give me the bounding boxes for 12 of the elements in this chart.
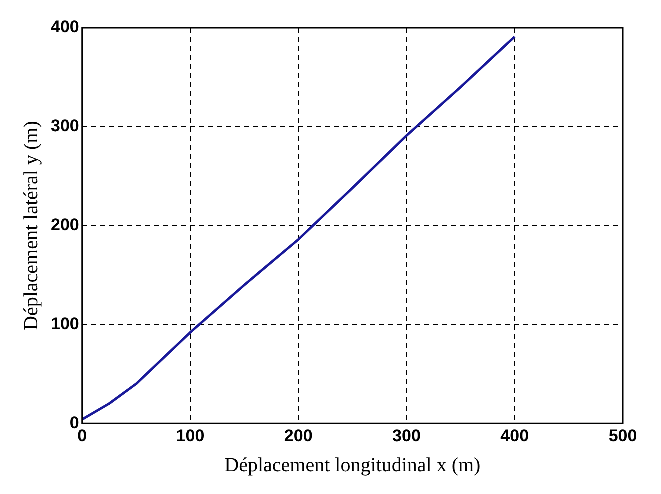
x-tick-label: 100 (176, 426, 205, 446)
x-tick-label: 200 (284, 426, 313, 446)
x-axis-title: Déplacement longitudinal x (m) (224, 454, 481, 476)
y-tick-label: 0 (70, 413, 80, 432)
y-tick-label: 300 (50, 116, 80, 136)
x-tick-label: 400 (500, 426, 530, 446)
y-tick-label: 200 (50, 215, 80, 234)
y-tick-label: 400 (50, 18, 80, 37)
x-tick-label: 300 (392, 426, 421, 446)
y-axis-title: Déplacement latéral y (m) (20, 121, 42, 330)
x-tick-label: 500 (608, 426, 638, 446)
y-tick-label: 100 (50, 314, 80, 334)
